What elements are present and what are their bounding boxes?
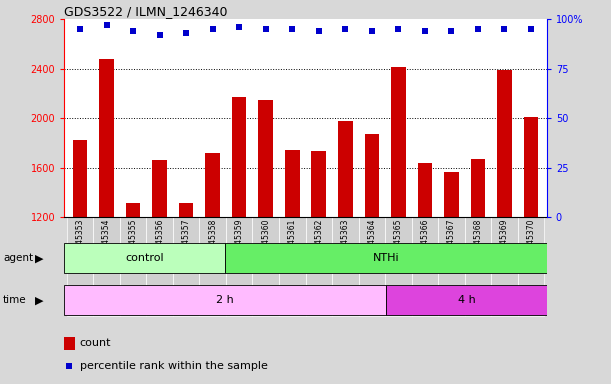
Bar: [338, 121, 353, 217]
Bar: [64, 285, 386, 316]
Text: count: count: [79, 338, 111, 348]
Bar: [226, 217, 252, 316]
Bar: [385, 217, 412, 316]
Bar: [258, 99, 273, 217]
Bar: [491, 217, 518, 316]
Bar: [386, 285, 547, 316]
Bar: [470, 159, 485, 217]
Bar: [173, 217, 199, 316]
Bar: [279, 217, 306, 316]
Bar: [205, 153, 220, 217]
Text: 4 h: 4 h: [458, 295, 475, 306]
Bar: [306, 217, 332, 316]
Bar: [152, 160, 167, 217]
Bar: [359, 217, 385, 316]
Bar: [391, 68, 406, 217]
Text: ▶: ▶: [35, 253, 44, 263]
Bar: [179, 204, 194, 217]
Bar: [365, 134, 379, 217]
Bar: [444, 172, 459, 217]
Text: percentile rank within the sample: percentile rank within the sample: [79, 361, 268, 371]
Bar: [524, 117, 538, 217]
Bar: [73, 140, 87, 217]
Bar: [412, 217, 438, 316]
Bar: [199, 217, 226, 316]
Bar: [438, 217, 464, 316]
Bar: [67, 217, 93, 316]
Text: control: control: [125, 253, 164, 263]
Bar: [225, 243, 547, 273]
Text: NTHi: NTHi: [373, 253, 399, 263]
Bar: [147, 217, 173, 316]
Bar: [285, 150, 299, 217]
Bar: [497, 70, 511, 217]
Text: GDS3522 / ILMN_1246340: GDS3522 / ILMN_1246340: [64, 5, 228, 18]
Bar: [64, 243, 225, 273]
Bar: [126, 204, 141, 217]
Bar: [417, 162, 432, 217]
Bar: [332, 217, 359, 316]
Bar: [120, 217, 147, 316]
Bar: [464, 217, 491, 316]
Bar: [93, 217, 120, 316]
Bar: [252, 217, 279, 316]
Text: 2 h: 2 h: [216, 295, 234, 306]
Text: ▶: ▶: [35, 295, 44, 306]
Text: time: time: [3, 295, 27, 306]
Bar: [518, 217, 544, 316]
Bar: [312, 151, 326, 217]
Bar: [232, 97, 246, 217]
Bar: [100, 59, 114, 217]
Text: agent: agent: [3, 253, 33, 263]
Bar: [64, 337, 75, 349]
